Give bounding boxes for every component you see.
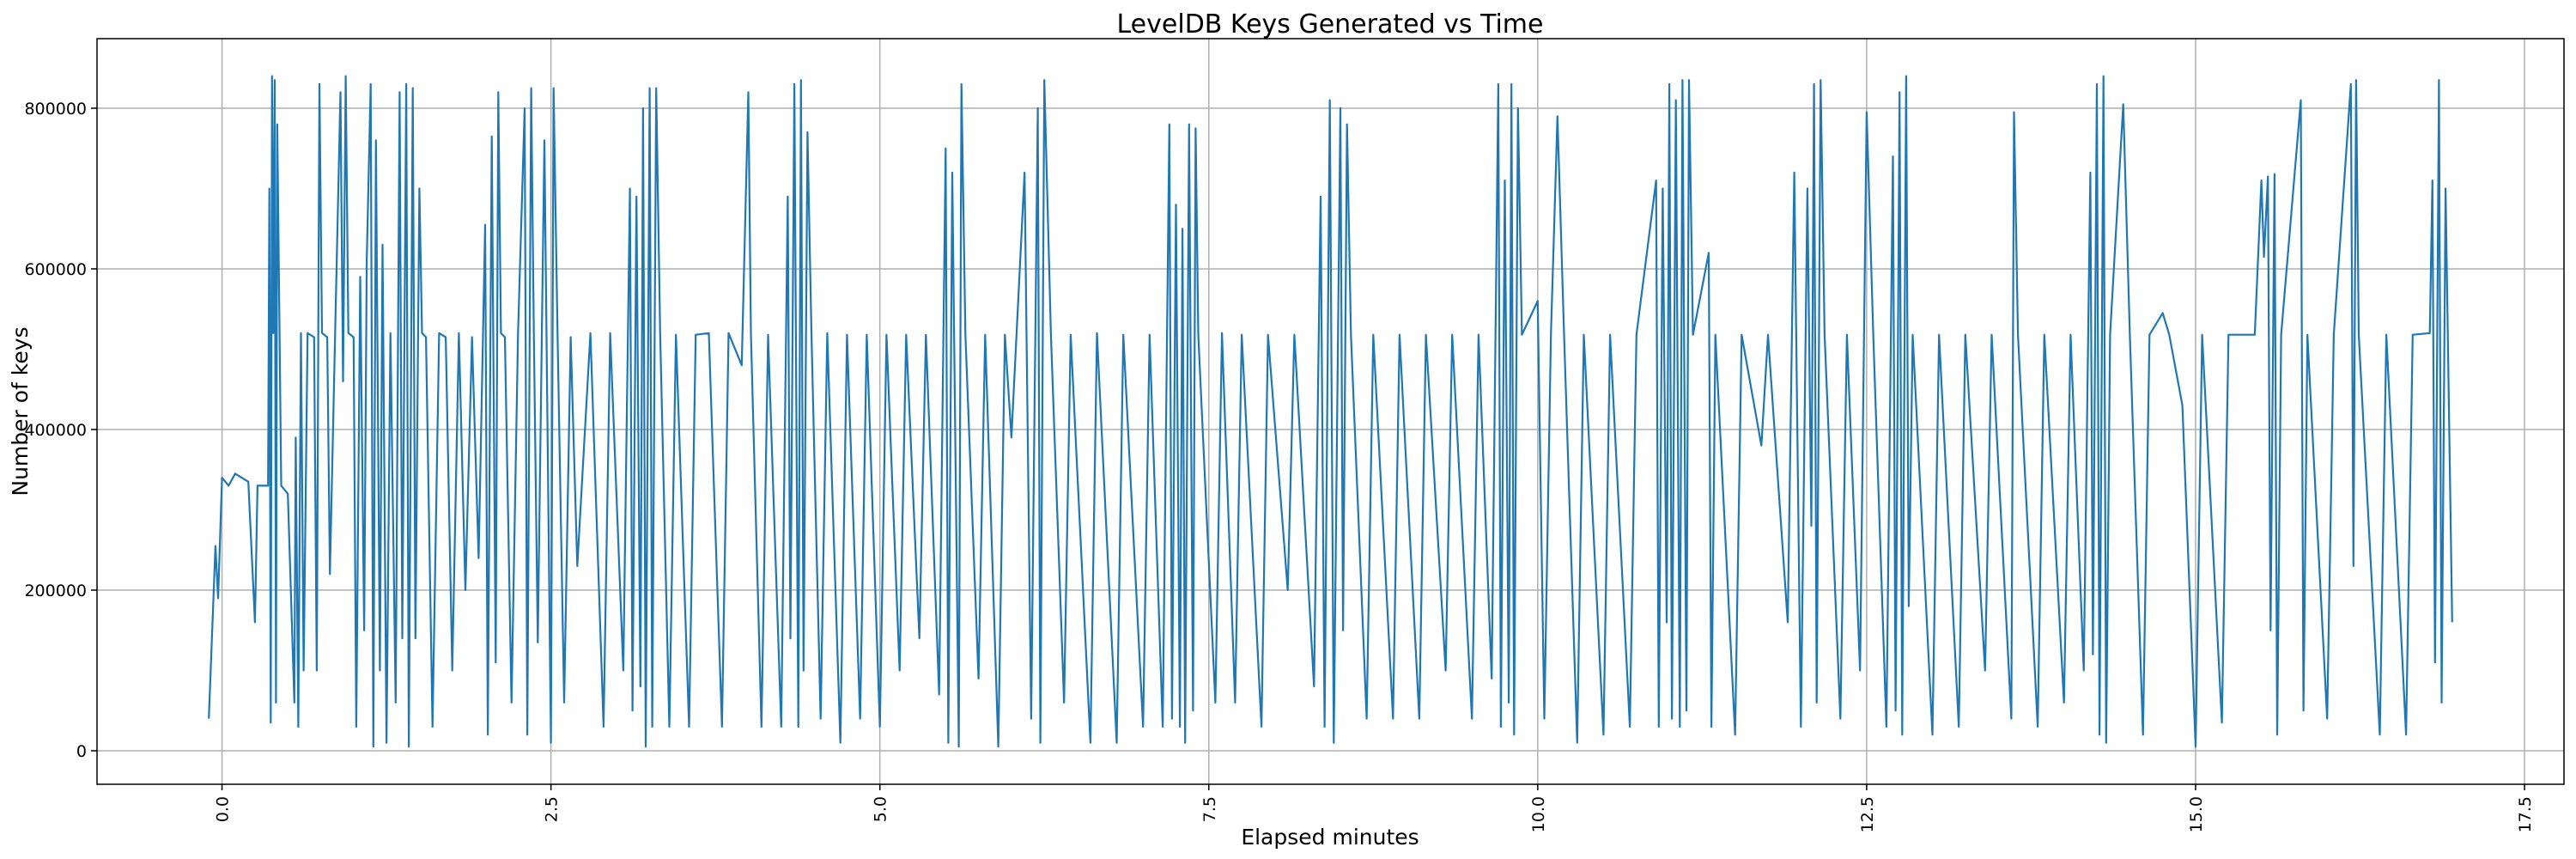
y-tick-label: 200000 xyxy=(24,582,87,600)
x-tick-label: 5.0 xyxy=(872,796,890,822)
y-axis-ticks: 0 200000 400000 600000 800000 xyxy=(24,100,97,761)
y-tick-label: 400000 xyxy=(24,421,87,440)
chart-title: LevelDB Keys Generated vs Time xyxy=(1117,9,1544,40)
y-axis-label: Number of keys xyxy=(8,326,33,496)
series-line-keys xyxy=(208,75,2453,748)
grid-lines xyxy=(97,39,2564,784)
y-tick-label: 800000 xyxy=(24,100,87,119)
x-tick-label: 17.5 xyxy=(2516,796,2535,832)
x-tick-label: 10.0 xyxy=(1529,796,1548,832)
x-tick-label: 12.5 xyxy=(1858,796,1877,832)
x-axis-ticks: 0.0 2.5 5.0 7.5 10.0 12.5 15.0 17.5 xyxy=(214,784,2535,832)
x-tick-label: 2.5 xyxy=(543,796,562,822)
x-tick-label: 15.0 xyxy=(2187,796,2206,832)
y-tick-label: 0 xyxy=(76,742,87,761)
x-axis-label: Elapsed minutes xyxy=(1241,825,1419,850)
x-tick-label: 0.0 xyxy=(214,796,233,822)
plot-frame xyxy=(96,38,2565,785)
x-tick-label: 7.5 xyxy=(1200,796,1219,822)
y-tick-label: 600000 xyxy=(24,260,87,279)
